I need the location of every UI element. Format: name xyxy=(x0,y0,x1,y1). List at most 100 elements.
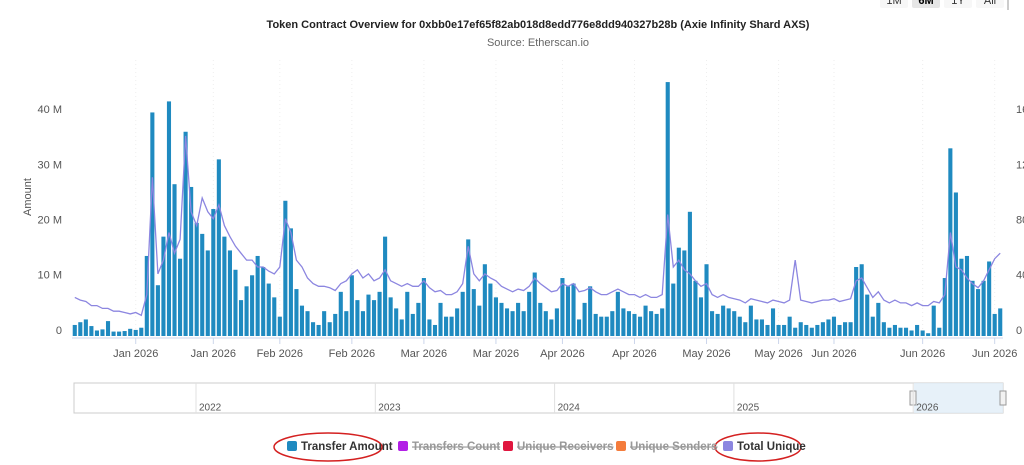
navigator-label: 2023 xyxy=(378,403,401,414)
navigator-label: 2022 xyxy=(199,403,222,414)
bar xyxy=(649,311,654,336)
bar xyxy=(937,327,942,336)
legend-label[interactable]: Transfer Amount xyxy=(301,441,393,453)
bar xyxy=(250,275,255,336)
bar xyxy=(549,319,554,336)
bar xyxy=(865,294,870,336)
bar xyxy=(466,239,471,336)
bar xyxy=(222,236,227,336)
bar xyxy=(660,308,665,336)
bar xyxy=(83,319,88,336)
range-button[interactable] xyxy=(944,0,972,8)
bar xyxy=(748,305,753,336)
navigator-handle[interactable] xyxy=(999,390,1007,406)
legend-swatch[interactable] xyxy=(287,441,297,451)
x-tick-label: Apr 2026 xyxy=(612,348,657,360)
bar xyxy=(117,331,122,336)
legend-swatch[interactable] xyxy=(503,441,513,451)
bar xyxy=(399,319,404,336)
bar xyxy=(283,200,288,336)
bar xyxy=(926,333,931,336)
bar xyxy=(394,308,399,336)
x-tick-label: Jun 2026 xyxy=(811,348,856,360)
bar xyxy=(133,329,138,336)
bar xyxy=(610,311,615,336)
bar xyxy=(183,131,188,336)
bar xyxy=(255,255,260,336)
x-tick-label: May 2026 xyxy=(754,348,802,360)
bar xyxy=(532,272,537,336)
bar xyxy=(848,322,853,336)
x-tick-label: Jan 2026 xyxy=(191,348,236,360)
x-tick-label: Jun 2026 xyxy=(972,348,1017,360)
bar xyxy=(632,313,637,336)
bar xyxy=(942,278,947,336)
bar xyxy=(998,308,1003,336)
range-button[interactable] xyxy=(912,0,940,8)
bar xyxy=(150,112,155,336)
bar xyxy=(693,280,698,336)
bar xyxy=(920,330,925,336)
range-button[interactable] xyxy=(976,0,1004,8)
legend-label[interactable]: Unique Senders xyxy=(630,441,718,453)
bar xyxy=(122,331,127,336)
bar xyxy=(676,247,681,336)
legend-label[interactable]: Total Unique xyxy=(737,441,806,453)
bar xyxy=(78,322,83,336)
legend-label[interactable]: Transfers Count xyxy=(412,441,500,453)
bar xyxy=(299,305,305,336)
navigator-selection xyxy=(914,383,1003,413)
navigator-label: 2025 xyxy=(737,403,760,414)
bar xyxy=(643,305,648,336)
x-tick-label: Feb 2026 xyxy=(257,348,303,360)
bar xyxy=(360,311,365,336)
y-axis-title: Amount xyxy=(22,178,34,216)
y2-tick-label: 0 xyxy=(1016,325,1022,337)
bar xyxy=(139,327,144,336)
bar xyxy=(388,297,393,336)
bar xyxy=(859,264,864,336)
bar xyxy=(438,302,443,336)
bar xyxy=(288,228,293,336)
bar xyxy=(277,316,282,336)
legend-swatch[interactable] xyxy=(616,441,626,451)
bar xyxy=(726,308,731,336)
line xyxy=(74,135,1001,317)
legend-label[interactable]: Unique Receivers xyxy=(517,441,614,453)
x-tick-label: Jun 2026 xyxy=(900,348,945,360)
x-tick-label: Apr 2026 xyxy=(540,348,585,360)
bar xyxy=(261,267,266,336)
bar xyxy=(128,328,133,336)
y-tick-label: 30 M xyxy=(38,159,62,171)
legend-swatch[interactable] xyxy=(398,441,408,451)
y2-tick-label: 120 xyxy=(1016,159,1024,171)
legend-swatch[interactable] xyxy=(723,441,733,451)
bar xyxy=(964,255,970,336)
bar xyxy=(820,322,825,336)
bar xyxy=(615,291,620,336)
bar xyxy=(349,275,354,336)
bar xyxy=(837,324,842,336)
x-tick-label: Jan 2026 xyxy=(113,348,158,360)
bar xyxy=(710,311,715,336)
range-button-label: 1Y xyxy=(951,0,965,7)
bar xyxy=(582,302,587,336)
bar xyxy=(538,302,543,336)
highlight-ellipse xyxy=(273,432,383,462)
bar xyxy=(593,313,598,336)
bar xyxy=(831,316,837,336)
bar xyxy=(244,286,249,336)
bar xyxy=(715,313,720,336)
bar xyxy=(471,289,476,336)
bar xyxy=(178,258,183,336)
bar xyxy=(876,302,881,336)
bar xyxy=(227,250,232,336)
range-button[interactable] xyxy=(880,0,908,8)
bar xyxy=(571,283,576,336)
y2-tick-label: 40 xyxy=(1016,270,1024,282)
y-tick-label: 0 xyxy=(56,325,62,337)
bar xyxy=(759,319,764,336)
bar xyxy=(543,311,548,336)
bar xyxy=(881,322,886,336)
bar xyxy=(371,300,377,336)
